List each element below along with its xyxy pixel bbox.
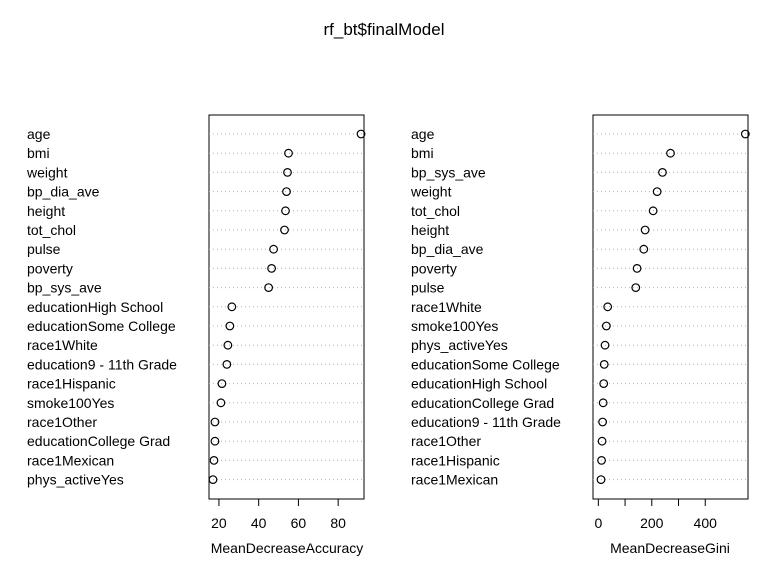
plot-frame-accuracy [208, 114, 365, 500]
data-point [597, 456, 606, 465]
data-point [208, 475, 218, 485]
points-accuracy [208, 129, 366, 485]
category-label: educationHigh School [27, 299, 163, 315]
x-axis-label-accuracy: MeanDecreaseAccuracy [211, 540, 364, 556]
category-label: bmi [27, 145, 50, 161]
data-point [601, 321, 611, 331]
data-point [283, 167, 292, 177]
data-point [666, 148, 675, 158]
category-label: poverty [27, 260, 73, 276]
tick-label: 20 [211, 515, 227, 531]
category-label: age [411, 126, 435, 142]
tick-label: 0 [594, 515, 602, 531]
points-gini [596, 129, 750, 485]
data-point [210, 417, 220, 427]
category-label: pulse [27, 241, 61, 257]
category-label: smoke100Yes [411, 318, 498, 334]
data-point [217, 379, 227, 389]
x-axis-gini: 0 200 400 [594, 498, 718, 531]
category-label: tot_chol [411, 203, 460, 219]
category-label: race1Mexican [27, 452, 114, 468]
category-label: race1Hispanic [27, 376, 116, 392]
category-label: educationCollege Grad [27, 433, 170, 449]
category-label: bp_sys_ave [27, 280, 102, 296]
gridlines-accuracy [209, 133, 364, 481]
category-label: race1Other [411, 433, 481, 449]
data-point [599, 360, 609, 369]
data-point [639, 244, 649, 254]
tick-label: 40 [251, 515, 267, 531]
data-point [658, 167, 667, 177]
category-label: height [27, 203, 65, 219]
category-label: educationHigh School [411, 376, 547, 392]
category-label: tot_chol [27, 222, 76, 238]
data-point [280, 225, 289, 235]
category-label: race1Other [27, 414, 97, 430]
category-label: race1Mexican [411, 472, 498, 488]
data-point [282, 187, 291, 197]
category-label: bp_dia_ave [27, 184, 100, 200]
category-label: education9 - 11th Grade [27, 356, 177, 372]
data-point [356, 129, 366, 139]
data-point [284, 148, 293, 158]
category-label: education9 - 11th Grade [411, 414, 561, 430]
plot-frame-gini [592, 114, 749, 500]
tick-label: 60 [291, 515, 307, 531]
gridlines-gini [593, 133, 748, 481]
category-label: bp_dia_ave [411, 241, 484, 257]
tick-label: 80 [330, 515, 346, 531]
category-label: race1White [27, 337, 98, 353]
category-label: race1White [411, 299, 482, 315]
tick-label: 200 [640, 515, 664, 531]
data-point [652, 187, 662, 197]
data-point [603, 302, 613, 312]
data-point [640, 225, 650, 235]
category-label: educationCollege Grad [411, 395, 554, 411]
data-point [225, 321, 235, 331]
category-label: smoke100Yes [27, 395, 114, 411]
category-label: weight [26, 164, 68, 180]
category-label: height [411, 222, 449, 238]
category-label: bp_sys_ave [411, 164, 486, 180]
data-point [267, 264, 276, 273]
category-label: weight [410, 184, 452, 200]
data-point [269, 244, 278, 254]
data-point [600, 340, 610, 350]
data-point [598, 417, 608, 427]
data-point [281, 206, 290, 216]
data-point [596, 475, 606, 485]
tick-label: 400 [694, 515, 718, 531]
data-point [599, 379, 609, 389]
data-point [227, 302, 237, 312]
data-point [209, 456, 219, 465]
data-point [631, 283, 641, 293]
data-point [210, 436, 220, 446]
category-label: educationSome College [411, 356, 560, 372]
data-point [222, 360, 232, 369]
category-label: educationSome College [27, 318, 176, 334]
category-label: phys_activeYes [27, 472, 124, 488]
category-label: age [27, 126, 51, 142]
data-point [597, 436, 607, 446]
data-point [223, 340, 233, 350]
data-point [632, 264, 642, 273]
chart-title: rf_bt$finalModel [324, 20, 445, 39]
x-axis-accuracy: 20 40 60 80 [211, 498, 346, 531]
data-point [740, 129, 750, 139]
category-label: poverty [411, 260, 457, 276]
category-label: bmi [411, 145, 434, 161]
data-point [216, 398, 226, 408]
x-axis-label-gini: MeanDecreaseGini [610, 540, 730, 556]
data-point [648, 206, 658, 216]
category-label: phys_activeYes [411, 337, 508, 353]
category-label: race1Hispanic [411, 452, 500, 468]
data-point [598, 398, 608, 408]
data-point [264, 283, 274, 293]
category-label: pulse [411, 280, 445, 296]
